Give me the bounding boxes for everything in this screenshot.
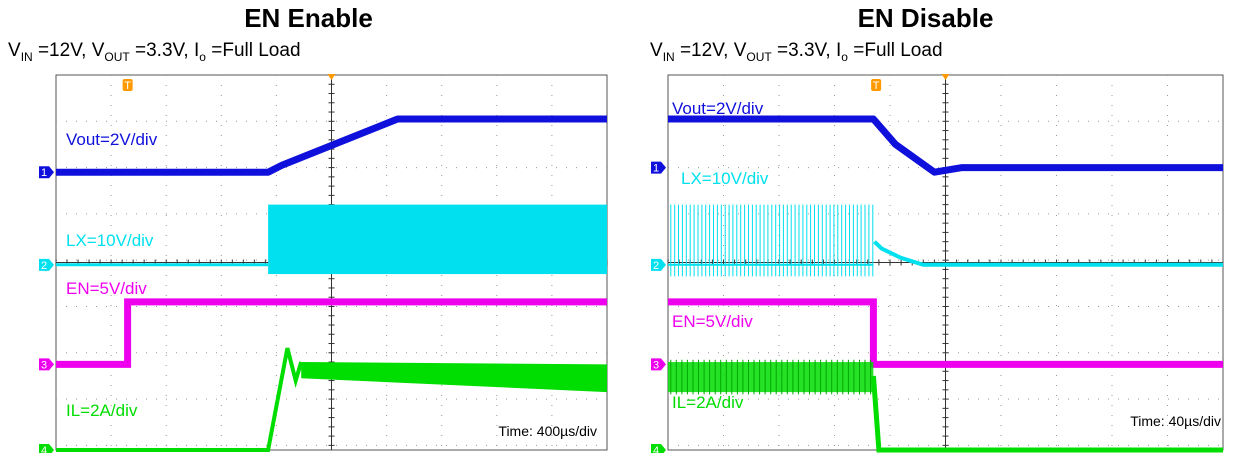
channel-marker-label: 3 [653,359,659,371]
lx-decay-trace [873,240,1223,267]
channel-marker [651,444,666,453]
trigger-marker [871,79,882,91]
vout-scale-label: Vout=2V/div [66,130,158,149]
channel-marker-label: 2 [41,260,47,272]
chart-title: EN Disable [857,3,994,33]
channel-marker [39,444,54,453]
scope-screen-disable: 1 2 3 4 T Vout=2V/div LX=10V/div EN=5V/div IL=2A… [651,74,1224,453]
switching-waveform [670,204,874,277]
trigger-marker-label: T [873,80,880,92]
trigger-marker-label: T [124,80,131,92]
en-trace [668,298,1223,368]
trigger-position-marker [941,74,950,80]
channel-marker-label: 1 [41,167,47,179]
enable-panel: EN Enable VIN =12V, VOUT =3.3V, Io =Full… [8,3,608,453]
time-per-div-label: Time: 400µs/div [498,423,597,439]
il-trace [870,375,1223,453]
channel-marker [39,358,54,371]
lx-switching-block [268,204,607,275]
channel-marker [39,166,54,179]
channel-marker-label: 3 [41,359,47,371]
channel-marker-label: 4 [653,445,659,453]
channel-marker [651,161,666,174]
en-trace [56,298,607,368]
conditions-label: VIN =12V, VOUT =3.3V, Io =Full Load [8,40,301,64]
channel-marker-label: 4 [41,445,47,453]
channel-marker [651,258,666,271]
vout-trace [668,115,1223,176]
switching-waveform [670,359,872,395]
scope-screen-enable: 1 2 3 4 T Vout=2V/div LX=10V/div EN=5V/div IL=2A… [39,74,608,453]
channel-marker [39,258,54,271]
conditions-label: VIN =12V, VOUT =3.3V, Io =Full Load [650,40,943,64]
vout-scale-label: Vout=2V/div [672,99,764,118]
il-trace [56,347,304,452]
en-scale-label: EN=5V/div [672,312,753,331]
chart-title: EN Enable [244,3,373,33]
disable-panel: EN Disable VIN =12V, VOUT =3.3V, Io =Ful… [617,0,1234,453]
channel-marker-label: 1 [653,163,659,175]
channel-marker-label: 2 [653,260,659,272]
trigger-marker [122,79,133,91]
il-scale-label: IL=2A/div [66,401,138,420]
lx-scale-label: LX=10V/div [66,231,154,250]
lx-scale-label: LX=10V/div [681,169,769,188]
en-scale-label: EN=5V/div [66,279,147,298]
trigger-position-marker [327,74,336,80]
time-per-div-label: Time: 40µs/div [1130,413,1221,429]
vout-trace [56,115,607,176]
il-scale-label: IL=2A/div [672,393,744,412]
channel-marker [651,358,666,371]
il-ripple-band [301,362,607,393]
